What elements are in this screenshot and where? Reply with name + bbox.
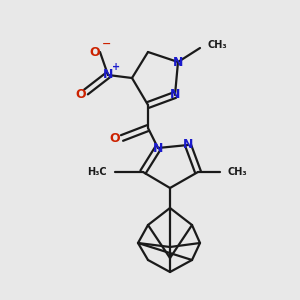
Text: −: − [102, 39, 112, 49]
Text: O: O [90, 46, 100, 59]
Text: N: N [173, 56, 183, 68]
Text: O: O [110, 131, 120, 145]
Text: O: O [76, 88, 86, 100]
Text: H₃C: H₃C [87, 167, 107, 177]
Text: CH₃: CH₃ [208, 40, 228, 50]
Text: N: N [103, 68, 113, 82]
Text: CH₃: CH₃ [228, 167, 248, 177]
Text: N: N [170, 88, 180, 101]
Text: N: N [183, 139, 193, 152]
Text: N: N [153, 142, 163, 154]
Text: +: + [112, 62, 120, 72]
